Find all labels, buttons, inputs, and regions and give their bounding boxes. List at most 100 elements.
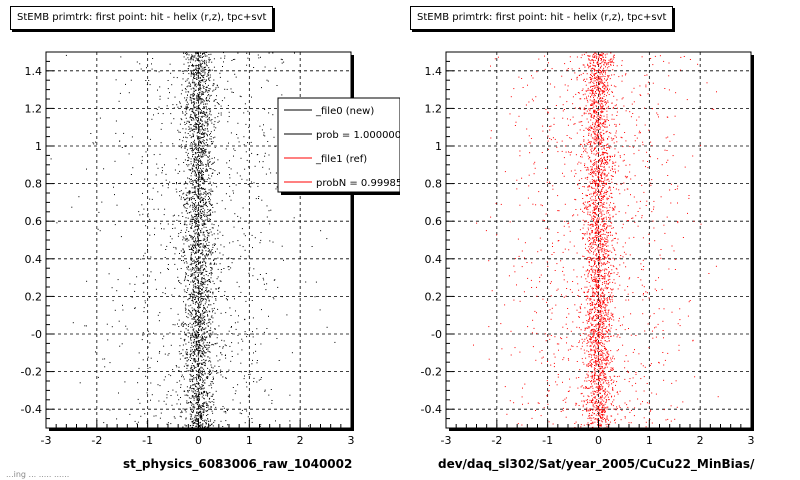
scatter-point bbox=[202, 177, 204, 179]
scatter-point bbox=[208, 253, 209, 255]
scatter-point bbox=[208, 183, 210, 185]
scatter-point bbox=[211, 268, 213, 269]
scatter-point bbox=[593, 257, 595, 259]
scatter-point bbox=[93, 143, 95, 145]
scatter-point bbox=[208, 117, 210, 119]
scatter-point bbox=[198, 242, 200, 244]
scatter-point bbox=[197, 99, 199, 100]
scatter-point bbox=[213, 401, 215, 403]
scatter-point bbox=[208, 177, 210, 179]
scatter-point bbox=[191, 248, 193, 250]
scatter-point bbox=[201, 216, 203, 218]
scatter-point bbox=[209, 252, 211, 254]
scatter-point bbox=[184, 203, 186, 205]
scatter-point bbox=[193, 291, 195, 293]
scatter-point bbox=[195, 211, 196, 213]
scatter-point bbox=[187, 395, 189, 397]
scatter-point bbox=[141, 162, 143, 164]
scatter-point bbox=[183, 52, 184, 54]
scatter-point bbox=[245, 123, 247, 125]
scatter-point bbox=[72, 322, 74, 324]
scatter-point bbox=[192, 149, 194, 151]
scatter-point bbox=[601, 134, 603, 136]
scatter-point bbox=[192, 267, 194, 269]
scatter-point bbox=[200, 99, 202, 101]
scatter-point bbox=[596, 238, 597, 240]
scatter-point bbox=[216, 372, 218, 374]
scatter-point bbox=[204, 179, 206, 181]
scatter-point bbox=[136, 61, 138, 63]
scatter-point bbox=[190, 388, 192, 390]
scatter-point bbox=[594, 401, 596, 403]
scatter-point bbox=[180, 250, 182, 252]
scatter-point bbox=[178, 295, 180, 297]
scatter-point bbox=[197, 151, 199, 153]
scatter-point bbox=[206, 415, 208, 416]
scatter-point bbox=[604, 206, 606, 208]
scatter-point bbox=[195, 419, 197, 421]
scatter-point bbox=[197, 54, 199, 56]
scatter-point bbox=[602, 206, 604, 208]
scatter-point bbox=[206, 178, 208, 180]
scatter-point bbox=[195, 390, 196, 392]
scatter-point bbox=[192, 206, 194, 208]
scatter-point bbox=[237, 353, 239, 355]
scatter-point bbox=[208, 372, 210, 374]
scatter-point bbox=[207, 315, 209, 317]
scatter-point bbox=[226, 88, 228, 90]
scatter-point bbox=[202, 53, 203, 55]
scatter-point bbox=[571, 151, 572, 153]
scatter-point bbox=[202, 261, 204, 263]
scatter-point bbox=[209, 110, 211, 112]
scatter-point bbox=[189, 99, 191, 101]
scatter-point bbox=[237, 52, 239, 54]
scatter-point bbox=[183, 339, 185, 341]
scatter-point bbox=[201, 228, 203, 230]
scatter-point bbox=[229, 177, 231, 179]
scatter-point bbox=[205, 352, 207, 354]
scatter-point bbox=[606, 116, 608, 118]
scatter-point bbox=[199, 160, 201, 162]
scatter-point bbox=[189, 381, 191, 382]
scatter-point bbox=[207, 73, 209, 75]
scatter-point bbox=[187, 94, 188, 96]
scatter-point bbox=[206, 426, 208, 428]
scatter-point bbox=[194, 353, 196, 355]
scatter-point bbox=[179, 253, 180, 254]
scatter-point bbox=[595, 85, 597, 87]
scatter-point bbox=[264, 135, 266, 137]
scatter-point bbox=[99, 117, 101, 119]
scatter-point bbox=[204, 332, 206, 334]
scatter-point bbox=[200, 66, 202, 68]
scatter-point bbox=[156, 109, 158, 110]
scatter-point bbox=[652, 82, 654, 84]
scatter-point bbox=[209, 334, 211, 336]
scatter-point bbox=[626, 176, 628, 177]
scatter-point bbox=[538, 402, 540, 404]
scatter-point bbox=[637, 225, 639, 227]
scatter-point bbox=[207, 209, 209, 211]
scatter-point bbox=[199, 84, 201, 86]
scatter-point bbox=[99, 230, 101, 232]
scatter-point bbox=[203, 136, 205, 137]
scatter-point bbox=[196, 249, 198, 251]
scatter-point bbox=[600, 417, 601, 418]
scatter-point bbox=[202, 352, 204, 354]
scatter-point bbox=[632, 377, 634, 379]
scatter-point bbox=[191, 224, 193, 226]
scatter-point bbox=[204, 339, 206, 340]
scatter-point bbox=[249, 267, 251, 269]
scatter-point bbox=[205, 254, 207, 256]
scatter-point bbox=[201, 337, 203, 339]
scatter-point bbox=[220, 352, 222, 354]
scatter-point bbox=[196, 99, 198, 101]
scatter-point bbox=[196, 341, 198, 343]
scatter-point bbox=[195, 311, 197, 313]
scatter-point bbox=[239, 175, 241, 177]
scatter-point bbox=[201, 79, 203, 81]
scatter-point bbox=[204, 67, 206, 68]
scatter-point bbox=[184, 88, 186, 89]
scatter-point bbox=[195, 396, 197, 398]
scatter-point bbox=[114, 309, 116, 311]
scatter-point bbox=[597, 287, 599, 289]
